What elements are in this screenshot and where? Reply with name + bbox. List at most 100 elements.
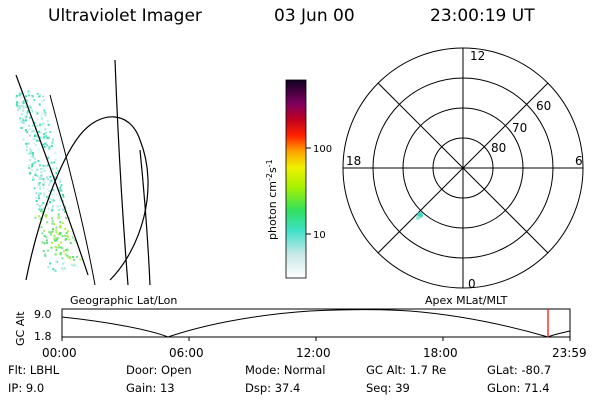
aurora-pixel <box>21 121 24 124</box>
aurora-pixel <box>74 264 77 267</box>
aurora-pixel <box>46 144 49 147</box>
aurora-pixel <box>41 211 44 214</box>
aurora-pixel <box>27 92 30 95</box>
aurora-pixel <box>43 133 46 136</box>
aurora-pixel <box>22 102 25 105</box>
aurora-pixel <box>42 178 45 180</box>
aurora-pixel <box>42 202 45 204</box>
aurora-pixel <box>20 92 23 95</box>
aurora-pixel <box>65 249 67 252</box>
aurora-pixel <box>29 149 32 152</box>
aurora-pixel <box>48 184 50 186</box>
aurora-pixel <box>46 188 49 190</box>
aurora-pixel <box>54 158 57 161</box>
aurora-pixel <box>46 119 49 122</box>
aurora-pixel <box>36 203 39 206</box>
aurora-pixel <box>34 216 37 219</box>
aurora-pixel <box>66 248 69 251</box>
mlt-label-6: 6 <box>575 154 583 168</box>
aurora-pixel <box>62 222 64 225</box>
aurora-pixel <box>20 97 23 99</box>
aurora-pixel <box>24 105 27 107</box>
aurora-pixel <box>61 247 64 250</box>
aurora-pixel <box>29 151 32 154</box>
altitude-curve <box>61 309 571 338</box>
aurora-pixel <box>46 137 49 139</box>
aurora-pixel <box>44 215 47 218</box>
colorbar-tick-10: 10 <box>313 230 326 241</box>
aurora-pixel <box>28 167 31 169</box>
aurora-pixel <box>53 143 56 145</box>
geo-grid-line <box>25 116 149 281</box>
altitude-axis-label: GC Alt <box>14 311 27 346</box>
aurora-pixel <box>30 149 33 152</box>
aurora-pixel <box>18 91 21 94</box>
apex-polar-plot: 12 18 6 0 60 70 80 <box>342 47 584 291</box>
aurora-pixel <box>19 106 21 109</box>
geo-grid-line <box>139 149 151 285</box>
aurora-pixel <box>66 235 69 237</box>
aurora-pixel <box>46 241 49 244</box>
aurora-pixel <box>51 207 54 210</box>
aurora-pixel <box>51 167 54 170</box>
aurora-pixel <box>43 146 46 148</box>
aurora-pixel <box>40 174 43 177</box>
aurora-pixel <box>48 136 50 139</box>
aurora-pixel <box>49 265 52 267</box>
aurora-pixel <box>26 111 29 114</box>
aurora-pixel <box>36 112 39 115</box>
aurora-pixel <box>65 238 68 240</box>
altitude-y-bottom: 1.8 <box>34 330 52 343</box>
x-tick-label-0000: 00:00 <box>42 346 77 360</box>
aurora-pixel <box>36 186 39 189</box>
aurora-pixel <box>53 173 56 176</box>
aurora-pixel <box>29 106 32 109</box>
aurora-pixel <box>55 260 58 263</box>
aurora-pixel <box>58 205 61 208</box>
aurora-pixel <box>44 253 47 256</box>
info-gain: Gain: 13 <box>126 381 175 395</box>
aurora-pixel <box>19 93 22 96</box>
aurora-pixel <box>15 95 18 97</box>
aurora-pixel <box>51 220 54 223</box>
aurora-pixel <box>76 255 78 258</box>
aurora-pixel <box>51 217 54 220</box>
x-tick-label-1800: 18:00 <box>423 346 458 360</box>
aurora-pixel <box>40 208 43 211</box>
aurora-pixel <box>31 130 34 133</box>
aurora-pixel <box>43 179 46 182</box>
aurora-pixel <box>53 161 56 164</box>
aurora-pixel <box>25 99 28 102</box>
aurora-pixel <box>55 167 58 170</box>
mlt-label-12: 12 <box>470 49 485 63</box>
info-ip: IP: 9.0 <box>8 381 45 395</box>
aurora-pixel <box>51 209 54 212</box>
aurora-pixel <box>38 205 41 208</box>
aurora-pixel <box>50 179 53 182</box>
aurora-pixel <box>38 208 41 211</box>
aurora-pixel <box>23 116 26 119</box>
aurora-pixel <box>41 124 43 127</box>
aurora-pixel <box>39 187 42 190</box>
aurora-pixel <box>62 195 65 198</box>
aurora-pixel <box>55 172 58 175</box>
polar-axis-diagonal <box>377 82 549 254</box>
aurora-pixel <box>29 116 31 119</box>
aurora-pixel <box>49 130 52 133</box>
aurora-pixel <box>55 249 58 252</box>
aurora-pixel <box>32 156 35 159</box>
aurora-pixel <box>38 103 41 106</box>
aurora-pixel <box>38 148 41 151</box>
info-seq: Seq: 39 <box>366 381 410 395</box>
aurora-pixel <box>34 173 37 176</box>
aurora-pixel <box>36 168 39 171</box>
mlt-label-0: 0 <box>468 277 476 291</box>
aurora-pixel <box>51 230 54 233</box>
aurora-pixel <box>31 165 34 168</box>
aurora-pixel <box>35 144 38 147</box>
aurora-pixel <box>68 238 71 241</box>
aurora-pixel <box>31 163 33 166</box>
aurora-pixel <box>15 104 18 107</box>
aurora-pixel <box>32 95 34 98</box>
